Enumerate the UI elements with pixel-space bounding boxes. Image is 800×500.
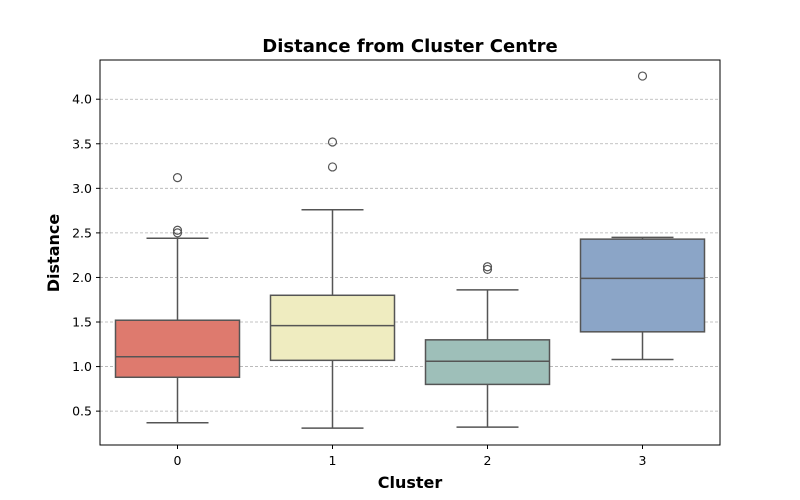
box-group-cluster-3 bbox=[579, 71, 706, 361]
y-tick-label: 3.5 bbox=[72, 136, 92, 151]
outlier-point bbox=[482, 262, 493, 272]
y-tick-label: 4.0 bbox=[72, 92, 92, 107]
outlier-point bbox=[327, 137, 338, 147]
chart-title: Distance from Cluster Centre bbox=[262, 36, 557, 57]
box-group-cluster-2 bbox=[424, 262, 551, 428]
y-tick-label: 1.0 bbox=[72, 359, 92, 374]
y-tick-label: 2.5 bbox=[72, 225, 92, 240]
x-axis-ticks: 0 1 2 3 bbox=[174, 445, 647, 468]
iqr-box bbox=[269, 294, 396, 362]
y-axis-label: Distance bbox=[44, 214, 63, 293]
box-series bbox=[114, 71, 706, 429]
y-tick-label: 0.5 bbox=[72, 404, 92, 419]
outlier-point bbox=[327, 162, 338, 172]
outlier-point bbox=[482, 264, 493, 275]
y-tick-label: 1.5 bbox=[72, 315, 92, 330]
plot-frame bbox=[99, 59, 721, 446]
y-tick-label: 3.0 bbox=[72, 181, 92, 196]
box-group-cluster-0 bbox=[114, 173, 241, 424]
iqr-box bbox=[114, 319, 241, 379]
x-axis-label: Cluster bbox=[378, 473, 443, 492]
x-tick-label: 2 bbox=[484, 453, 492, 468]
outlier-point bbox=[172, 228, 183, 238]
y-tick-label: 2.0 bbox=[72, 270, 92, 285]
x-tick-label: 1 bbox=[329, 453, 337, 468]
y-axis-ticks: 0.5 1.0 1.5 2.0 2.5 3.0 3.5 4.0 bbox=[72, 92, 100, 419]
x-tick-label: 0 bbox=[174, 453, 182, 468]
iqr-box bbox=[579, 238, 706, 333]
x-tick-label: 3 bbox=[639, 453, 647, 468]
box-group-cluster-1 bbox=[269, 137, 396, 429]
outlier-point bbox=[172, 173, 183, 183]
outlier-point bbox=[637, 71, 648, 81]
iqr-box bbox=[424, 339, 551, 386]
outlier-point bbox=[172, 225, 183, 235]
